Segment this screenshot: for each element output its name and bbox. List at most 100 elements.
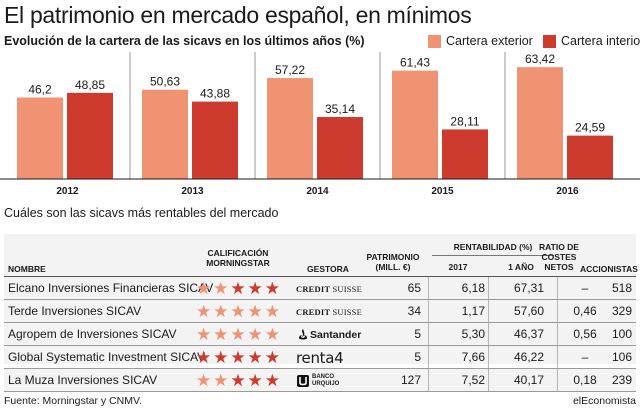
x-tick-label-2012: 2012 — [56, 186, 79, 197]
header-rentabilidad-rule — [432, 255, 554, 256]
header-calificacion-line2: MORNINGSTAR — [206, 258, 270, 268]
column-divider — [557, 346, 558, 368]
table-row: Terde Inversiones SICAV ★ ★ ★ ★ ★ CREDIT SUI… — [4, 300, 636, 323]
bar-interior-2015 — [442, 129, 488, 179]
cell-accionistas: 100 — [611, 327, 632, 341]
bar-interior-2016 — [567, 135, 613, 179]
star-filled-icon: ★ — [230, 279, 246, 298]
cell-1ano: 67,31 — [513, 281, 544, 295]
legend-label-exterior: Cartera exterior — [446, 34, 533, 48]
star-filled-icon: ★ — [264, 371, 280, 390]
data-label-exterior-2014: 57,22 — [275, 63, 305, 77]
data-label-interior-2013: 43,88 — [200, 87, 230, 101]
star-filled-icon: ★ — [264, 348, 280, 367]
column-divider — [557, 277, 558, 299]
data-label-exterior-2016: 63,42 — [525, 52, 555, 66]
column-divider — [428, 323, 429, 345]
bar-exterior-2015 — [392, 70, 438, 179]
star-light-icon: ★ — [213, 371, 229, 390]
header-patrimonio-line1: PATRIMONIO — [366, 252, 420, 262]
gestora-logo: BANCO URQUIJO — [296, 373, 362, 388]
column-divider — [557, 300, 558, 322]
star-light-icon: ★ — [230, 302, 246, 321]
header-calificacion: CALIFICACIÓN MORNINGSTAR — [195, 248, 281, 268]
cell-1ano: 57,60 — [513, 304, 544, 318]
bar-interior-2012 — [67, 92, 113, 179]
cell-accionistas: 329 — [611, 304, 632, 318]
cell-patrimonio: 65 — [407, 281, 421, 295]
legend-swatch-exterior — [428, 34, 441, 48]
gestora-santander-logo: Santander — [310, 328, 362, 341]
star-filled-icon: ★ — [213, 348, 229, 367]
header-nombre: NOMBRE — [8, 264, 46, 274]
star-filled-icon: ★ — [230, 348, 246, 367]
cell-ratio: – — [581, 350, 589, 364]
cell-patrimonio: 34 — [407, 304, 421, 318]
gestora-credit-suisse-logo: CREDIT SUISSE — [296, 306, 362, 317]
table-title: Cuáles son las sicavs más rentables del … — [4, 206, 279, 220]
x-tick-label-2013: 2013 — [181, 186, 204, 197]
cell-accionistas: 239 — [611, 373, 632, 387]
cell-ratio: – — [581, 281, 589, 295]
cell-accionistas: 106 — [611, 350, 632, 364]
star-filled-icon: ★ — [264, 279, 280, 298]
cell-ratio: 0,18 — [573, 373, 597, 387]
star-light-icon: ★ — [213, 302, 229, 321]
sicav-table: NOMBRE CALIFICACIÓN MORNINGSTAR GESTORA … — [4, 234, 638, 369]
gestora-logo: renta4 — [296, 348, 362, 367]
star-light-icon: ★ — [230, 325, 246, 344]
star-light-icon: ★ — [247, 302, 263, 321]
star-rating: ★ ★ ★ ★ ★ — [195, 280, 281, 297]
table-row: Agropem de Inversiones SICAV ★ ★ ★ ★ ★ Santa… — [4, 323, 636, 346]
gestora-logo: Santander — [296, 327, 362, 342]
gestora-renta4-logo: renta4 — [296, 348, 344, 367]
cell-patrimonio: 5 — [414, 350, 421, 364]
cell-nombre: Terde Inversiones SICAV — [8, 304, 142, 318]
legend-item-exterior: Cartera exterior — [428, 34, 533, 48]
header-ratio-line2: COSTES — [541, 252, 577, 262]
cell-1ano: 46,37 — [513, 327, 544, 341]
legend-item-interior: Cartera interior — [543, 34, 640, 48]
cell-2017: 1,17 — [461, 304, 485, 318]
bar-chart-svg: 46,2 48,85 2012 50,63 43,88 2013 57,22 35,14 201… — [0, 52, 640, 197]
data-label-interior-2015: 28,11 — [450, 114, 479, 128]
star-light-icon: ★ — [195, 371, 212, 390]
column-divider — [428, 346, 429, 368]
column-divider — [428, 300, 429, 322]
header-gestora: GESTORA — [307, 264, 349, 274]
gestora-logo: CREDIT SUISSE — [296, 304, 362, 319]
star-filled-icon: ★ — [230, 371, 246, 390]
header-patrimonio: PATRIMONIO (MILL. €) — [363, 252, 423, 272]
star-rating: ★ ★ ★ ★ ★ — [195, 372, 281, 389]
star-rating: ★ ★ ★ ★ ★ — [195, 303, 281, 320]
star-filled-icon: ★ — [247, 348, 263, 367]
source-note: Fuente: Morningstar y CNMV. — [4, 395, 142, 407]
star-light-icon: ★ — [195, 325, 212, 344]
bar-chart: 46,2 48,85 2012 50,63 43,88 2013 57,22 35,14 201… — [0, 52, 640, 198]
bar-exterior-2012 — [17, 97, 63, 179]
x-tick-label-2014: 2014 — [306, 186, 329, 197]
cell-2017: 7,66 — [461, 350, 485, 364]
gestora-credit-suisse-logo: CREDIT SUISSE — [296, 283, 362, 294]
banco-urquijo-crest-icon — [297, 374, 309, 387]
table-row: Elcano Inversiones Financieras SICAV ★ ★ ★… — [4, 277, 636, 300]
chart-subtitle: Evolución de la cartera de las sicavs en… — [4, 34, 365, 48]
cell-nombre: La Muza Inversiones SICAV — [8, 373, 158, 387]
star-filled-icon: ★ — [247, 279, 263, 298]
brand-logo: elEconomista — [572, 395, 636, 407]
star-light-icon: ★ — [213, 279, 229, 298]
star-filled-icon: ★ — [247, 371, 263, 390]
column-divider — [557, 369, 558, 391]
column-divider — [488, 346, 489, 368]
header-1ano: 1 AÑO — [508, 262, 534, 272]
data-label-interior-2014: 35,14 — [325, 102, 355, 116]
star-filled-icon: ★ — [195, 348, 212, 367]
header-ratio-line1: RATIO DE — [539, 242, 579, 252]
page-title: El patrimonio en mercado español, en mín… — [4, 2, 472, 28]
table-row: La Muza Inversiones SICAV ★ ★ ★ ★ ★ BANCO URQ… — [4, 369, 636, 392]
bar-exterior-2014 — [267, 78, 313, 179]
cell-nombre: Agropem de Inversiones SICAV — [8, 327, 177, 341]
cell-patrimonio: 5 — [414, 327, 421, 341]
header-patrimonio-line2: (MILL. €) — [375, 262, 411, 272]
bar-exterior-2013 — [142, 89, 188, 179]
